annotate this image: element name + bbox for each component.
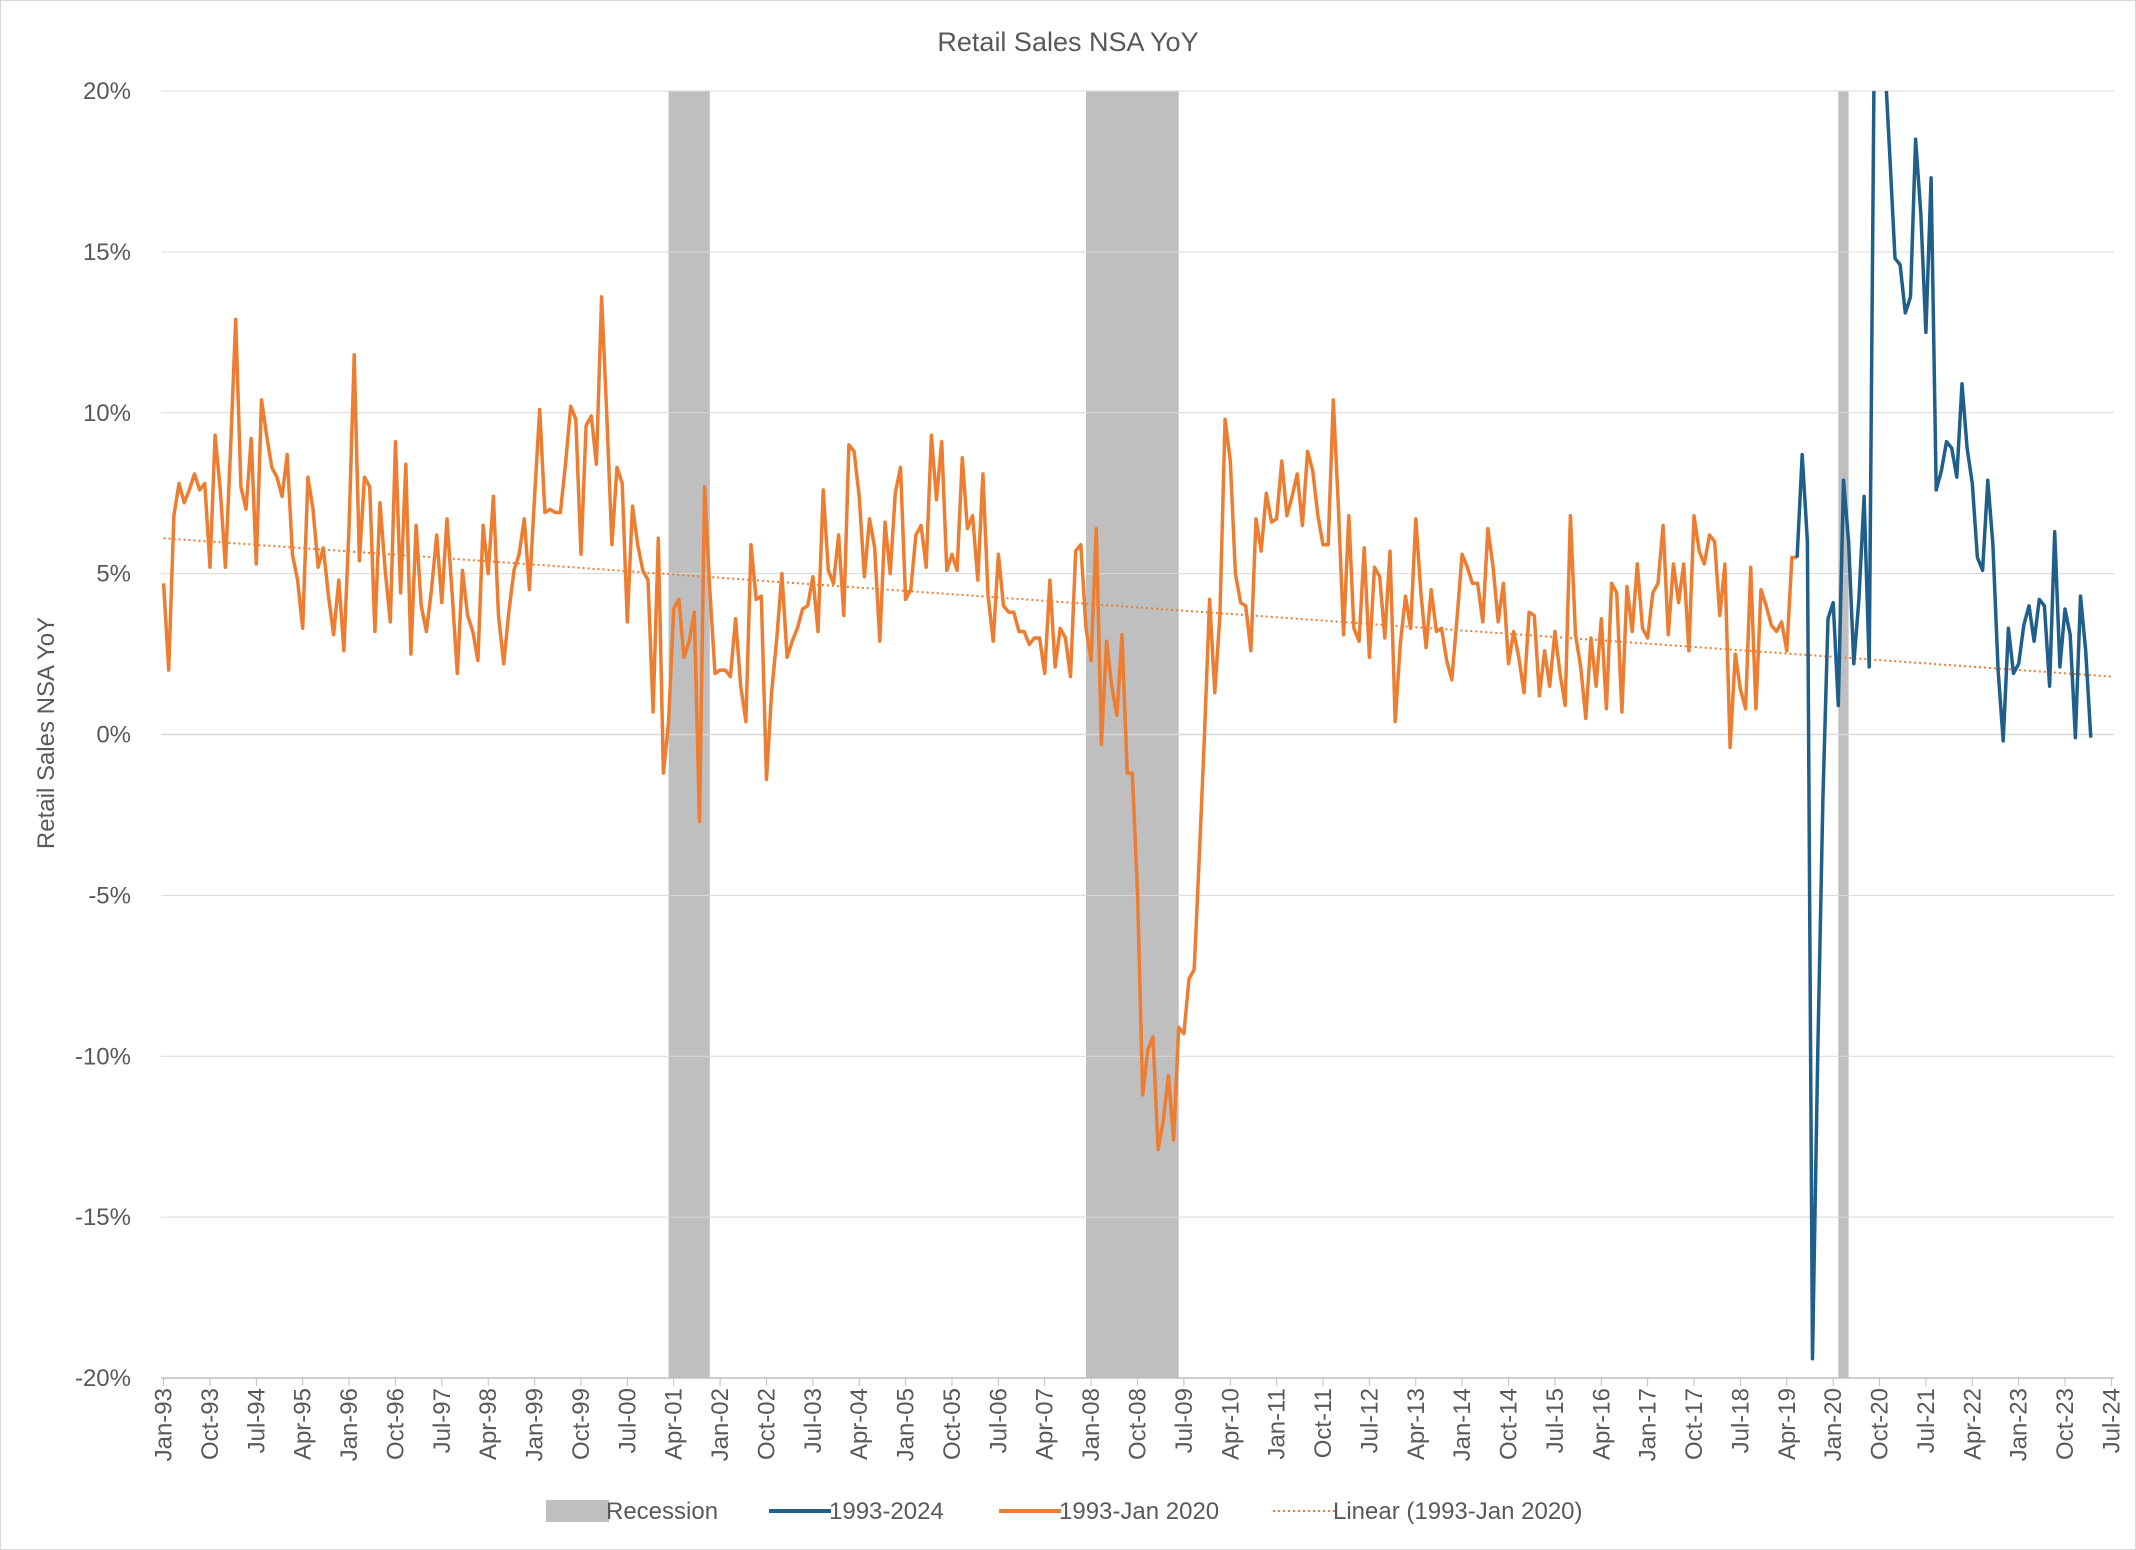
- x-tick-label: Oct-20: [1867, 1388, 1894, 1460]
- x-tick-label: Jan-05: [893, 1388, 920, 1461]
- y-tick-label: -20%: [75, 1365, 131, 1392]
- legend-label-1993-jan2020: 1993-Jan 2020: [1059, 1498, 1219, 1525]
- x-tick-label: Apr-10: [1217, 1388, 1244, 1460]
- x-tick-label: Oct-08: [1125, 1388, 1152, 1460]
- y-tick-labels: 20% 15% 10% 5% 0% -5% -10% -15% -20%: [75, 78, 131, 1392]
- chart-title: Retail Sales NSA YoY: [937, 27, 1198, 57]
- x-tick-label: Jan-99: [522, 1388, 549, 1461]
- series-lines: [161, 91, 2093, 1361]
- x-tick-label: Apr-98: [475, 1388, 502, 1460]
- x-tick-label: Oct-05: [939, 1388, 966, 1460]
- x-tick-label: Jan-20: [1820, 1388, 1847, 1461]
- series-line-1993-2024: [1795, 91, 2093, 1361]
- x-tick-label: Apr-07: [1032, 1388, 1059, 1460]
- x-tick-label: Oct-99: [568, 1388, 595, 1460]
- series-line-1993-jan-2020: [161, 295, 1798, 1152]
- x-tick-label: Jul-12: [1356, 1388, 1383, 1453]
- x-tick-label: Jan-11: [1264, 1388, 1291, 1460]
- x-tick-label: Apr-13: [1403, 1388, 1430, 1460]
- y-tick-label: 0%: [96, 722, 131, 749]
- y-axis-label: Retail Sales NSA YoY: [33, 617, 60, 849]
- x-tick-label: Oct-23: [2052, 1388, 2079, 1460]
- x-tick-label: Oct-93: [197, 1388, 224, 1460]
- x-tick-label: Jan-08: [1078, 1388, 1105, 1461]
- y-tick-label: 10%: [83, 400, 131, 427]
- x-tick-label: Jul-09: [1171, 1388, 1198, 1453]
- x-tick-label: Oct-02: [753, 1388, 780, 1460]
- x-tick-label: Jan-17: [1635, 1388, 1662, 1461]
- legend-label-1993-2024: 1993-2024: [829, 1498, 944, 1525]
- x-tick-label: Apr-01: [661, 1388, 688, 1460]
- x-tick-label: Apr-95: [290, 1388, 317, 1460]
- x-tick-label: Jan-14: [1449, 1388, 1476, 1461]
- x-tick-label: Jul-97: [429, 1388, 456, 1453]
- legend: Recession 1993-2024 1993-Jan 2020 Linear…: [546, 1498, 1583, 1525]
- x-tick-label: Jan-23: [2006, 1388, 2033, 1461]
- legend-swatch-recession: [546, 1500, 609, 1522]
- x-tick-label: Oct-14: [1496, 1388, 1523, 1460]
- x-tick-label: Apr-19: [1774, 1388, 1801, 1460]
- x-tick-label: Jul-94: [243, 1388, 270, 1453]
- x-tick-labels: Jan-93 Oct-93 Jul-94 Apr-95 Jan-96 Oct-96 Jul-…: [151, 1378, 2125, 1461]
- x-tick-label: Apr-04: [846, 1388, 873, 1460]
- y-tick-label: -15%: [75, 1204, 131, 1231]
- x-tick-label: Apr-16: [1588, 1388, 1615, 1460]
- legend-label-trend: Linear (1993-Jan 2020): [1333, 1498, 1583, 1525]
- x-tick-label: Jul-18: [1727, 1388, 1754, 1453]
- x-tick-label: Oct-11: [1310, 1388, 1337, 1458]
- x-tick-label: Jul-21: [1913, 1388, 1940, 1453]
- x-tick-label: Jan-02: [707, 1388, 734, 1461]
- x-tick-label: Oct-17: [1681, 1388, 1708, 1460]
- y-tick-label: -5%: [88, 882, 131, 909]
- x-tick-label: Oct-96: [382, 1388, 409, 1460]
- x-tick-label: Jan-93: [151, 1388, 178, 1461]
- y-tick-label: -10%: [75, 1043, 131, 1070]
- legend-label-recession: Recession: [606, 1498, 718, 1525]
- x-tick-label: Jul-06: [985, 1388, 1012, 1453]
- y-tick-label: 20%: [83, 78, 131, 105]
- x-tick-label: Jul-24: [2098, 1388, 2125, 1453]
- x-tick-label: Jul-03: [800, 1388, 827, 1453]
- y-tick-label: 5%: [96, 561, 131, 588]
- x-tick-label: Jan-96: [336, 1388, 363, 1461]
- x-tick-label: Jul-15: [1542, 1388, 1569, 1453]
- y-tick-label: 15%: [83, 239, 131, 266]
- x-tick-label: Apr-22: [1959, 1388, 1986, 1460]
- x-tick-label: Jul-00: [614, 1388, 641, 1453]
